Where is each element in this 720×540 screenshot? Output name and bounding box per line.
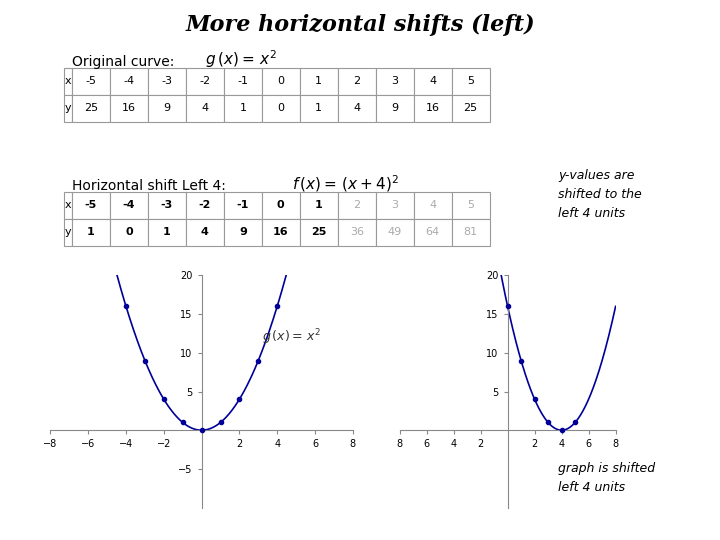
Text: More horizontal shifts (left): More horizontal shifts (left) [185,14,535,36]
Text: Horizontal shift Left 4:: Horizontal shift Left 4: [72,179,226,193]
Text: y-values are
shifted to the
left 4 units: y-values are shifted to the left 4 units [558,169,642,220]
Text: Original curve:: Original curve: [72,55,174,69]
Text: $f\,(x){=}\,(x+4)^2$: $f\,(x){=}\,(x+4)^2$ [292,173,399,194]
Text: $g\,(x){=}\,x^2$: $g\,(x){=}\,x^2$ [262,327,321,347]
Text: $g\,(x){=}\,x^2$: $g\,(x){=}\,x^2$ [205,49,277,70]
Text: graph is shifted
left 4 units: graph is shifted left 4 units [558,462,655,494]
